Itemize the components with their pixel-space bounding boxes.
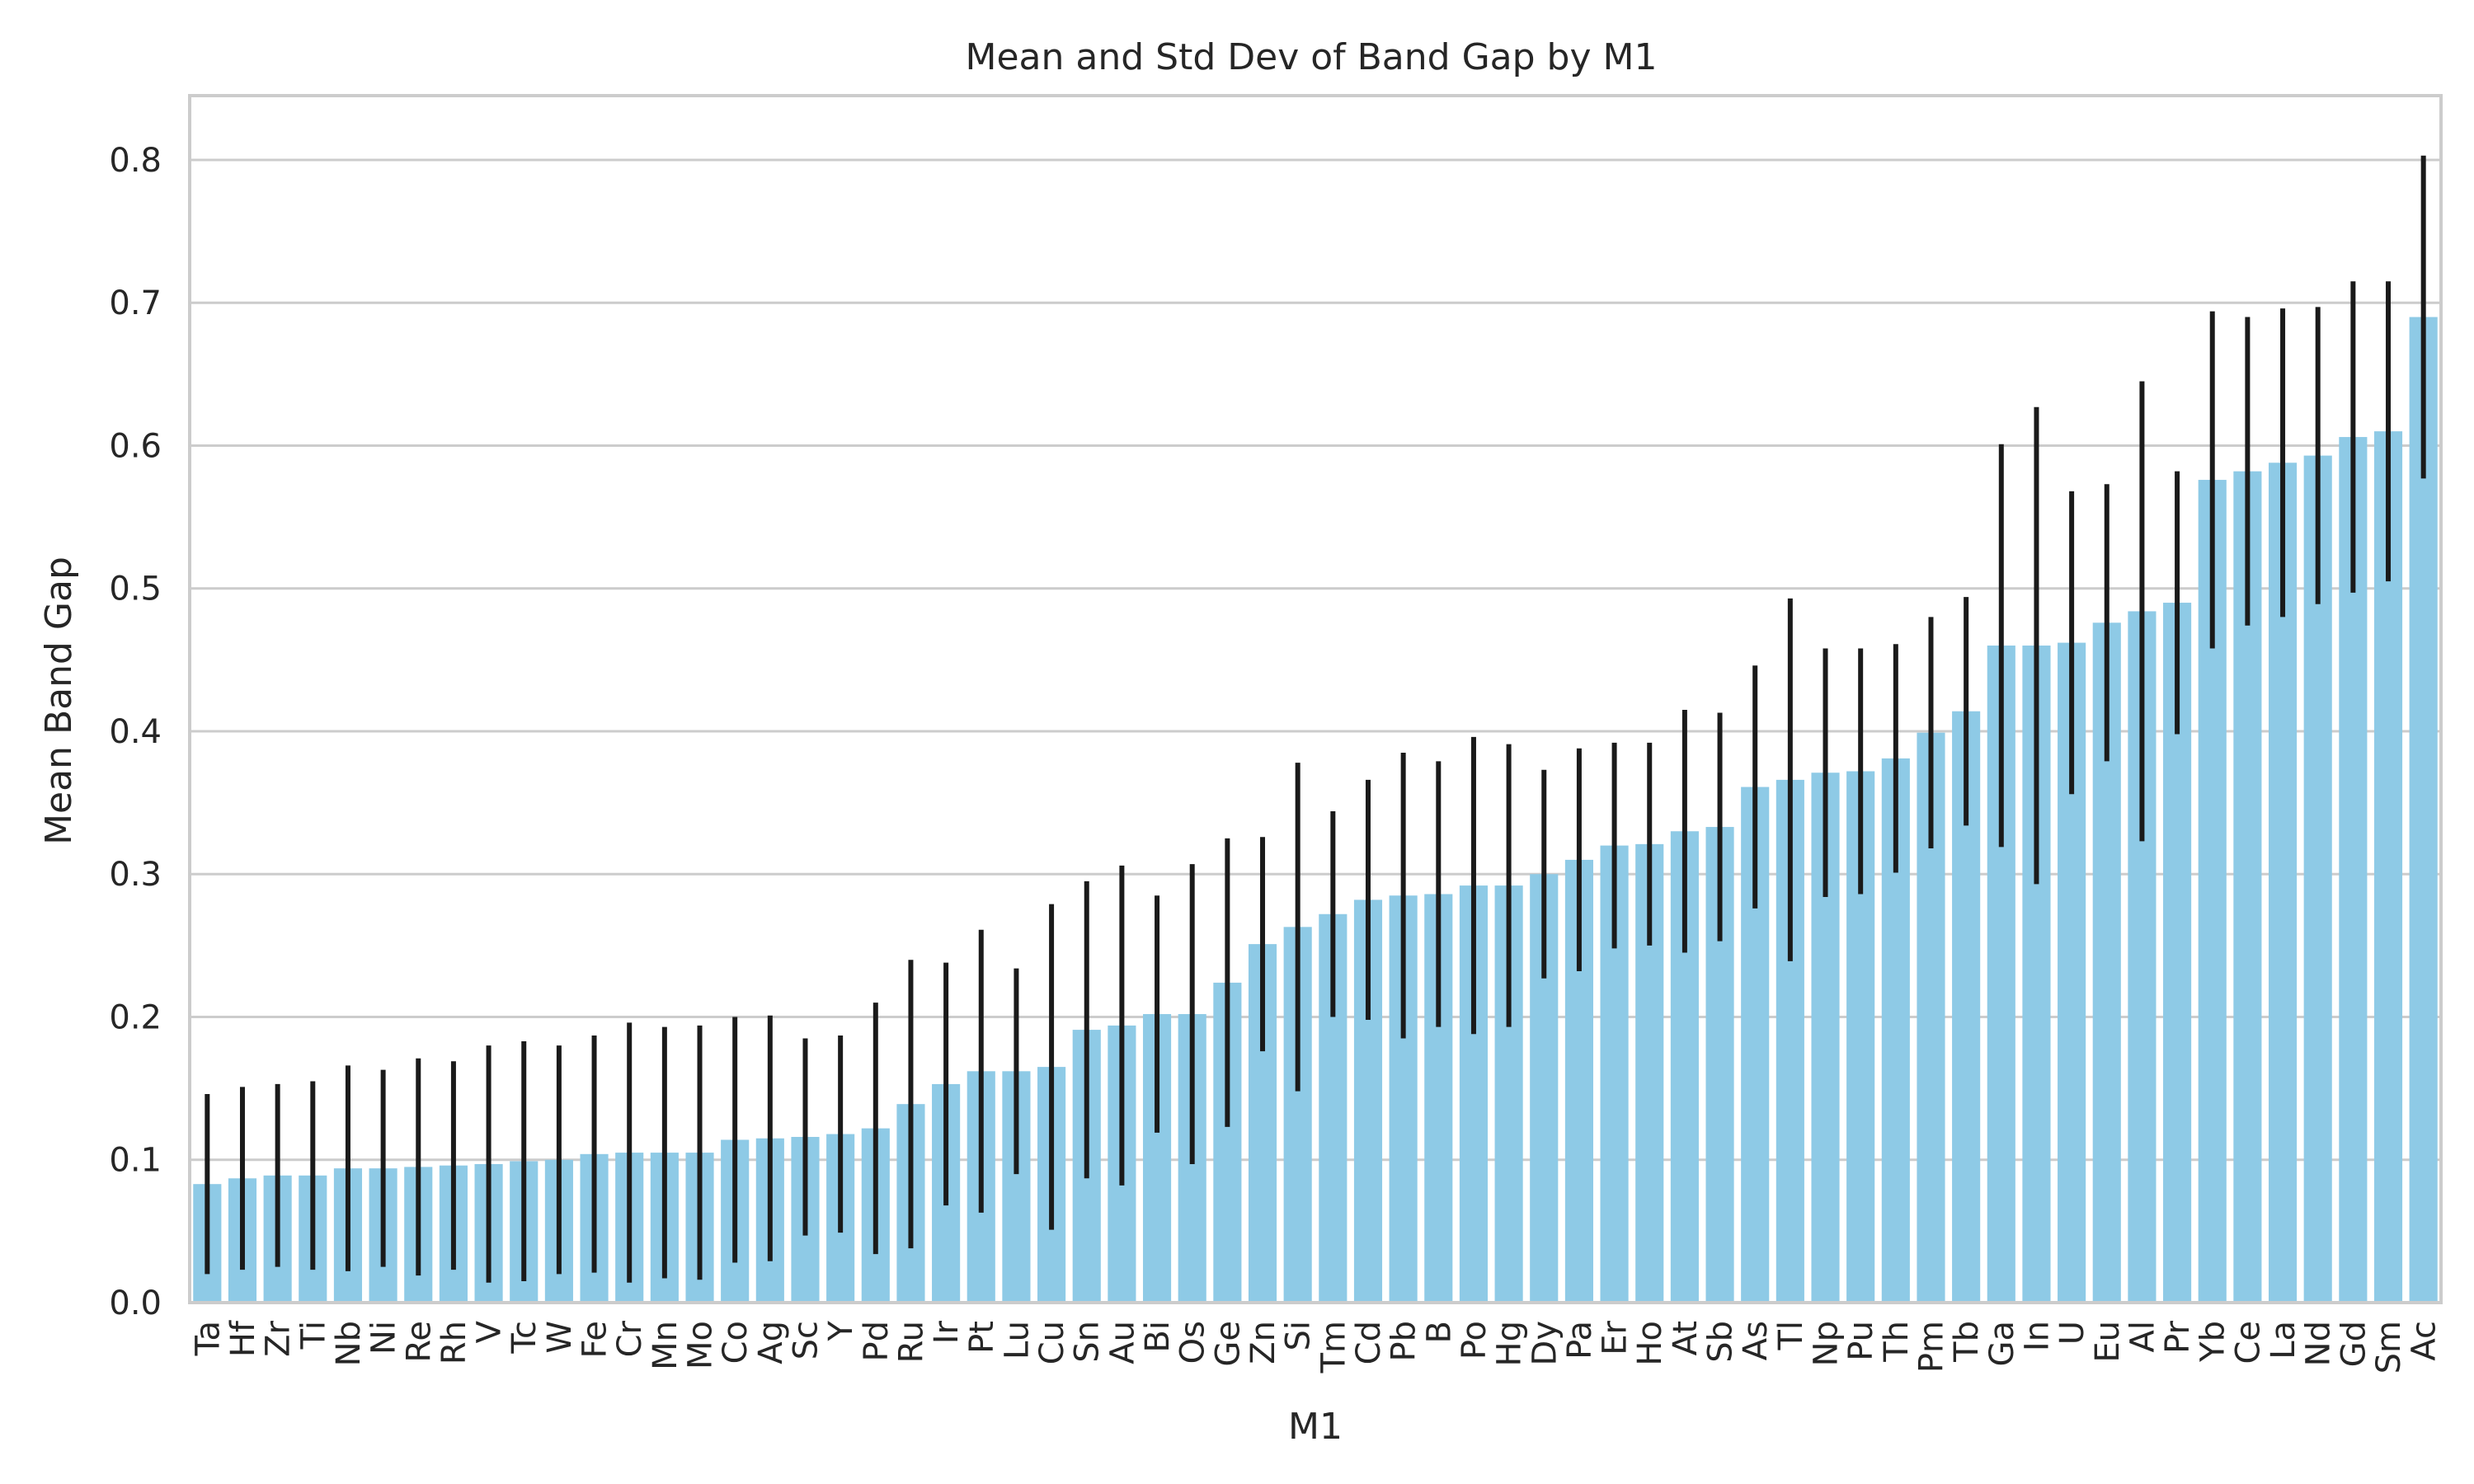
x-tick-label: Bi — [1139, 1321, 1177, 1353]
y-tick-label: 0.8 — [109, 142, 162, 180]
x-tick-label: Cr — [611, 1320, 649, 1357]
y-tick-label: 0.6 — [109, 427, 162, 465]
x-tick-label: Pa — [1561, 1321, 1599, 1360]
x-tick-label: Tc — [506, 1321, 543, 1355]
x-tick-label: Ta — [189, 1321, 227, 1356]
x-tick-label: Pt — [963, 1321, 1001, 1354]
x-tick-label: Pm — [1912, 1321, 1950, 1373]
x-tick-label: Ce — [2229, 1321, 2267, 1364]
x-tick-label: Zr — [260, 1320, 298, 1356]
y-tick-label: 0.7 — [109, 284, 162, 322]
x-tick-label: Fe — [576, 1321, 614, 1358]
x-tick-label: Nb — [330, 1321, 368, 1366]
plot-frame — [188, 94, 2443, 1304]
y-tick-label: 0.4 — [109, 713, 162, 751]
y-tick-label: 0.2 — [109, 998, 162, 1036]
x-tick-label: Y — [822, 1320, 860, 1341]
x-tick-labels: TaHfZrTiNbNiReRhVTcWFeCrMnMoCoAgScYPdRuI… — [189, 1320, 2443, 1374]
x-tick-label: Gd — [2335, 1321, 2373, 1367]
x-tick-label: Ru — [892, 1321, 930, 1363]
x-tick-label: Ge — [1209, 1321, 1247, 1367]
x-tick-label: At — [1667, 1321, 1705, 1355]
x-tick-label: Mn — [647, 1321, 684, 1370]
x-tick-label: Ir — [928, 1320, 966, 1344]
x-tick-label: Mo — [682, 1321, 720, 1369]
x-tick-label: Tb — [1948, 1321, 1986, 1363]
y-axis-label: Mean Band Gap — [38, 556, 80, 845]
x-tick-label: Au — [1103, 1321, 1141, 1364]
x-tick-label: Hf — [224, 1320, 262, 1357]
x-tick-label: Sn — [1069, 1321, 1107, 1363]
x-tick-label: Eu — [2089, 1321, 2127, 1363]
x-tick-label: Sb — [1702, 1321, 1740, 1363]
x-tick-label: In — [2018, 1321, 2056, 1351]
x-tick-label: U — [2053, 1321, 2091, 1345]
x-tick-label: W — [541, 1321, 579, 1354]
x-tick-label: Pr — [2159, 1320, 2197, 1353]
chart-title: Mean and Std Dev of Band Gap by M1 — [966, 36, 1658, 78]
x-tick-label: Zn — [1244, 1321, 1282, 1364]
x-tick-label: As — [1737, 1321, 1775, 1360]
error-bars — [205, 155, 2426, 1283]
x-tick-label: Ga — [1983, 1321, 2021, 1367]
x-tick-label: Ho — [1631, 1321, 1669, 1366]
x-tick-label: Pu — [1842, 1321, 1880, 1361]
x-tick-label: Sc — [787, 1321, 825, 1360]
x-tick-label: Er — [1597, 1320, 1634, 1355]
x-tick-label: Pd — [858, 1321, 896, 1362]
bar-ac — [2409, 317, 2438, 1303]
x-tick-label: Re — [400, 1321, 438, 1363]
y-tick-label: 0.5 — [109, 571, 162, 608]
x-tick-label: Th — [1878, 1321, 1916, 1363]
x-tick-label: Hg — [1491, 1321, 1529, 1366]
x-tick-label: La — [2265, 1321, 2302, 1360]
x-tick-label: Si — [1280, 1321, 1318, 1351]
y-tick-label: 0.1 — [109, 1142, 162, 1180]
x-tick-label: Tm — [1315, 1321, 1352, 1374]
x-tick-label: Ag — [752, 1321, 790, 1364]
x-tick-label: Ni — [365, 1321, 403, 1355]
x-tick-label: Np — [1808, 1321, 1846, 1366]
bars — [193, 317, 2438, 1303]
x-tick-label: Lu — [998, 1321, 1036, 1360]
x-tick-label: Tl — [1772, 1321, 1810, 1351]
x-tick-label: Dy — [1526, 1321, 1564, 1365]
y-tick-label: 0.3 — [109, 856, 162, 894]
x-tick-label: Sm — [2370, 1321, 2408, 1374]
x-tick-label: Nd — [2300, 1321, 2338, 1366]
x-tick-label: B — [1420, 1321, 1458, 1343]
x-tick-label: Co — [717, 1321, 755, 1364]
y-tick-label: 0.0 — [109, 1284, 162, 1322]
x-tick-label: Cu — [1033, 1321, 1071, 1364]
x-tick-label: Pb — [1385, 1321, 1423, 1362]
x-tick-label: Al — [2124, 1321, 2161, 1352]
x-tick-label: Ac — [2406, 1321, 2443, 1361]
x-tick-label: V — [471, 1320, 509, 1343]
x-tick-label: Yb — [2194, 1321, 2232, 1363]
x-axis-label: M1 — [1288, 1406, 1343, 1448]
y-tick-labels: 0.0 0.1 0.2 0.3 0.4 0.5 0.6 0.7 0.8 — [109, 142, 162, 1322]
x-tick-label: Os — [1174, 1321, 1212, 1364]
x-tick-label: Po — [1456, 1321, 1493, 1360]
x-tick-label: Ti — [294, 1321, 332, 1350]
x-tick-label: Cd — [1350, 1321, 1388, 1364]
x-tick-label: Rh — [435, 1321, 473, 1364]
